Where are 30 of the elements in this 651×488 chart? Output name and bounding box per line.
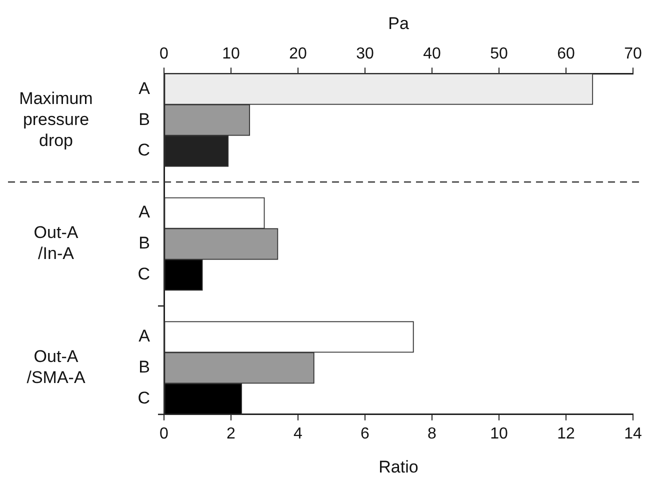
y-tick-label: A — [138, 326, 151, 346]
x2-tick-label: 30 — [356, 45, 374, 62]
x-tick-label: 10 — [490, 425, 508, 442]
y-tick-label: A — [138, 78, 151, 98]
x-tick-label: 6 — [360, 425, 370, 442]
x2-tick-label: 20 — [289, 45, 307, 62]
text: Out-A /In-A — [34, 223, 79, 264]
x2-tick-label: 70 — [624, 45, 642, 62]
y-tick-label: C — [138, 388, 150, 408]
x2-tick-label: 0 — [160, 45, 169, 62]
x-tick-label: 8 — [428, 425, 437, 442]
y-tick-label: A — [138, 202, 151, 222]
text: Out-A /SMA-A — [26, 347, 86, 388]
y-tick-label: B — [138, 358, 150, 377]
x2-tick-label: 40 — [423, 45, 441, 62]
x-axis-title: Ratio — [378, 457, 418, 476]
y-tick-label: B — [138, 234, 150, 253]
x-tick-label: 0 — [160, 425, 169, 442]
x-tick-label: 2 — [226, 425, 236, 442]
y-tick-label: C — [138, 140, 150, 160]
x2-tick-label: 60 — [557, 45, 575, 62]
text: Maximum pressure drop — [19, 88, 93, 150]
y-tick-label: B — [138, 110, 150, 129]
y-tick-label: C — [138, 264, 150, 284]
x-tick-label: 12 — [557, 425, 575, 442]
x2-tick-label: 50 — [490, 45, 508, 62]
x-tick-label: 4 — [294, 425, 303, 442]
x2-axis-title: Pa — [388, 14, 410, 33]
x2-tick-label: 10 — [222, 45, 240, 62]
x-tick-label: 14 — [624, 425, 642, 442]
